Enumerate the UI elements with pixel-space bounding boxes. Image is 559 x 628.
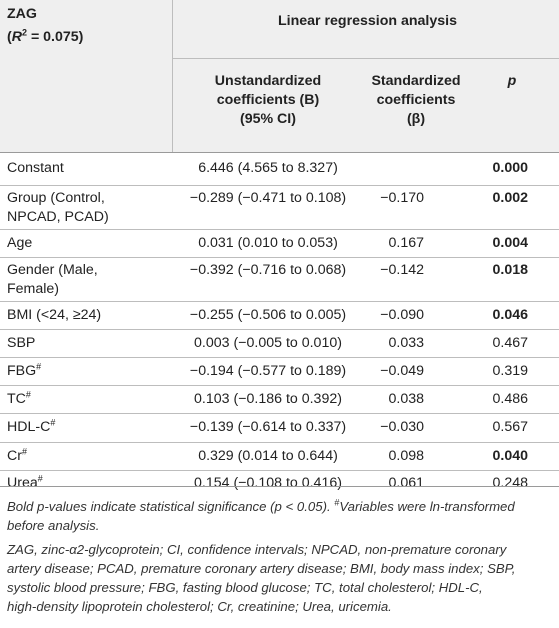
p-value-cell: 0.018 (492, 262, 528, 278)
p-value-cell: 0.486 (492, 391, 528, 407)
row-label: BMI (<24, ≥24) (7, 307, 102, 323)
row-label: HDL-C# (7, 417, 56, 435)
row-divider (0, 385, 559, 386)
coefficient-cell: 0.031 (0.010 to 0.053) (198, 235, 338, 251)
coefficient-cell: −0.139 (−0.614 to 0.337) (189, 419, 347, 435)
standardized-cell: 0.098 (388, 448, 424, 464)
coefficient-cell: −0.255 (−0.506 to 0.005) (189, 307, 347, 323)
standardized-cell: 0.033 (388, 335, 424, 351)
standardized-cell: 0.038 (388, 391, 424, 407)
coefficient-cell: −0.194 (−0.577 to 0.189) (189, 363, 347, 379)
p-value-cell: 0.467 (492, 335, 528, 351)
row-divider (0, 185, 559, 186)
column-header-standardized: Standardized coefficients (β) (371, 73, 461, 127)
row-label: Urea# (7, 473, 43, 491)
standardized-cell: −0.049 (380, 363, 424, 379)
header-divider (172, 0, 173, 152)
coefficient-cell: 0.103 (−0.186 to 0.392) (194, 391, 342, 407)
standardized-cell: −0.142 (380, 262, 424, 278)
row-divider (0, 442, 559, 443)
row-label: Cr# (7, 446, 27, 464)
p-value-cell: 0.567 (492, 419, 528, 435)
row-label: Group (Control, NPCAD, PCAD) (7, 190, 109, 225)
row-label: Constant (7, 160, 64, 176)
coefficient-cell: 6.446 (4.565 to 8.327) (198, 160, 338, 176)
standardized-cell: −0.170 (380, 190, 424, 206)
row-divider (0, 257, 559, 258)
row-divider (0, 301, 559, 302)
table-header-band (0, 0, 559, 152)
p-value-cell: 0.046 (492, 307, 528, 323)
table-bottom-rule (0, 486, 559, 487)
p-value-cell: 0.004 (492, 235, 528, 251)
p-value-cell: 0.319 (492, 363, 528, 379)
row-label: Age (7, 235, 33, 251)
coefficient-cell: 0.154 (−0.108 to 0.416) (194, 475, 342, 491)
group-header-rule (173, 58, 559, 59)
p-value-cell: 0.040 (492, 448, 528, 464)
column-header-unstandardized: Unstandardized coefficients (B) (95% CI) (214, 73, 322, 127)
standardized-cell: 0.061 (388, 475, 424, 491)
standardized-cell: −0.030 (380, 419, 424, 435)
zag-label: ZAG (7, 6, 37, 22)
abbreviations-footnote: ZAG, zinc-α2-glycoprotein; CI, confidenc… (7, 542, 516, 614)
p-value-cell: 0.000 (492, 160, 528, 176)
row-label: Gender (Male, Female) (7, 262, 98, 297)
coefficient-cell: 0.003 (−0.005 to 0.010) (194, 335, 342, 351)
row-divider (0, 329, 559, 330)
coefficient-cell: −0.289 (−0.471 to 0.108) (189, 190, 347, 206)
p-value-cell: 0.248 (492, 475, 528, 491)
header-bottom-rule (0, 152, 559, 153)
row-divider (0, 470, 559, 471)
row-divider (0, 413, 559, 414)
row-label: FBG# (7, 361, 42, 379)
row-label: SBP (7, 335, 36, 351)
p-value-cell: 0.002 (492, 190, 528, 206)
standardized-cell: 0.167 (388, 235, 424, 251)
row-divider (0, 357, 559, 358)
coefficient-cell: −0.392 (−0.716 to 0.068) (189, 262, 347, 278)
coefficient-cell: 0.329 (0.014 to 0.644) (198, 448, 338, 464)
r-squared-label: (R2 = 0.075) (7, 27, 84, 45)
significance-footnote: Bold p-values indicate statistical signi… (7, 497, 515, 533)
column-header-p: p (507, 73, 517, 89)
standardized-cell: −0.090 (380, 307, 424, 323)
row-divider (0, 229, 559, 230)
group-header: Linear regression analysis (277, 13, 457, 29)
row-label: TC# (7, 389, 31, 407)
